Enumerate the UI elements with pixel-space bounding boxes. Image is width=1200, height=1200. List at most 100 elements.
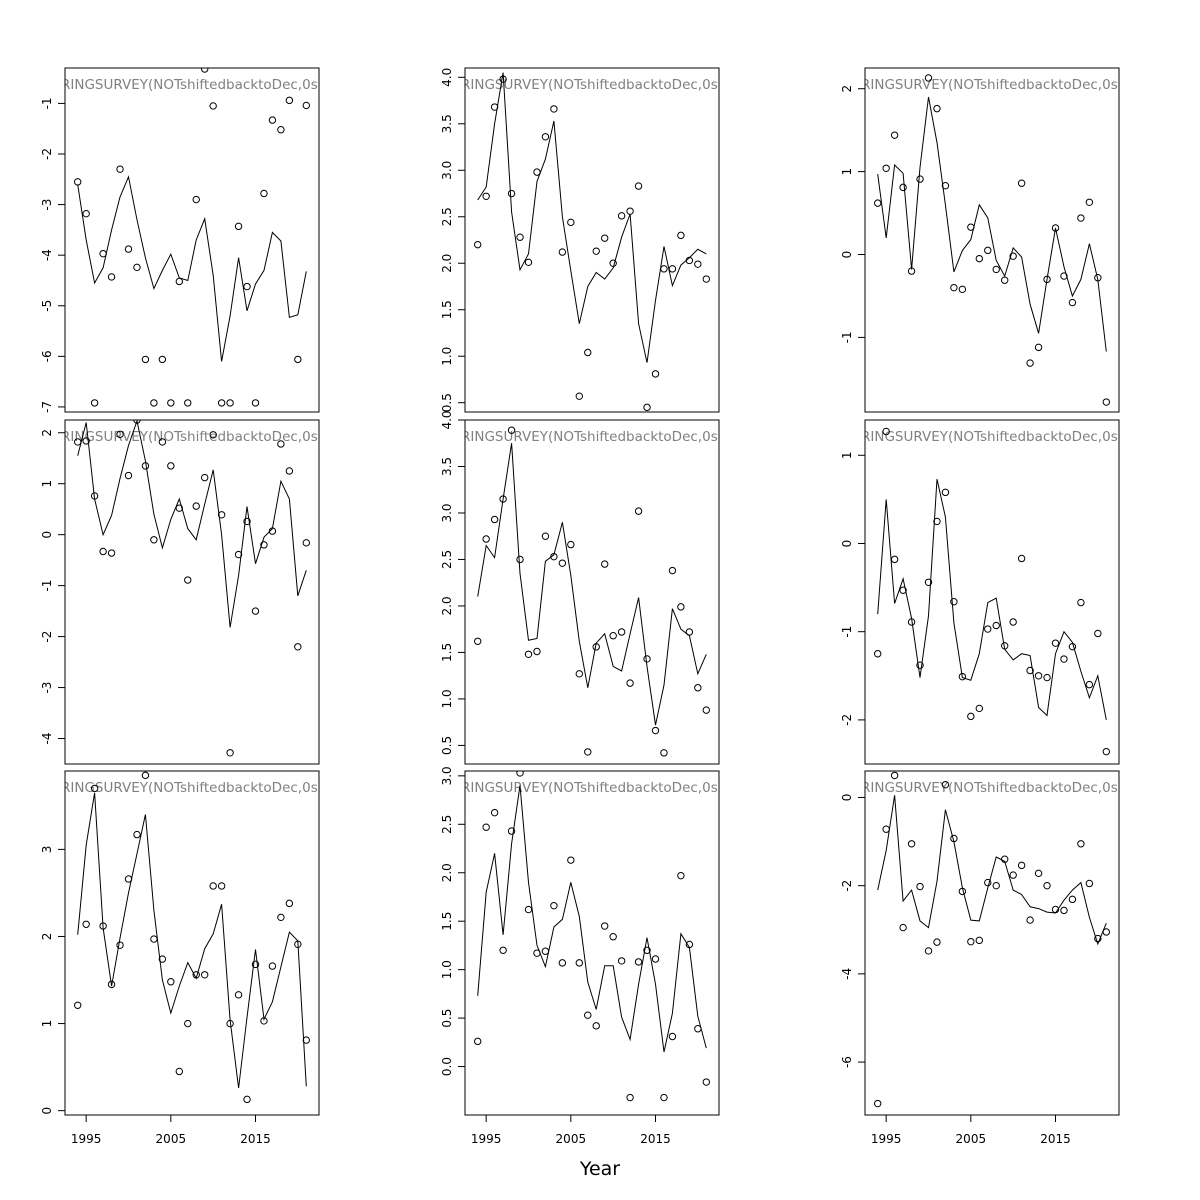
observed-point xyxy=(660,1093,668,1102)
y-tick-label: -1 xyxy=(40,97,54,109)
y-tick-label: 2.5 xyxy=(440,550,454,569)
y-tick-label: -4 xyxy=(40,249,54,261)
observed-point xyxy=(150,399,158,407)
observed-point xyxy=(874,650,882,658)
observed-point xyxy=(524,258,533,267)
observed-point xyxy=(116,941,124,949)
fitted-line xyxy=(877,96,1107,352)
y-tick-label: -2 xyxy=(40,148,54,160)
observed-point xyxy=(567,856,575,864)
observed-point xyxy=(277,913,285,922)
y-tick-label: 1 xyxy=(840,451,854,459)
observed-point xyxy=(874,1099,882,1108)
observed-point xyxy=(192,195,200,204)
observed-point xyxy=(890,771,899,780)
observed-point xyxy=(277,126,285,134)
observed-point xyxy=(882,164,890,172)
observed-point xyxy=(124,245,133,253)
observed-point xyxy=(1068,895,1077,904)
observed-point xyxy=(1060,906,1068,915)
y-tick-label: 4.0 xyxy=(440,410,454,429)
x-tick-label: 1995 xyxy=(471,1132,502,1146)
observed-point xyxy=(1051,224,1060,232)
observed-point xyxy=(158,438,167,446)
observed-point xyxy=(1009,871,1017,879)
plot-frame xyxy=(864,419,1120,765)
plot-area xyxy=(74,420,310,757)
x-tick-label: 2005 xyxy=(556,1132,587,1146)
fitted-line xyxy=(477,443,707,726)
observed-point xyxy=(251,960,260,969)
observed-point xyxy=(899,183,907,192)
observed-point xyxy=(150,536,158,544)
observed-point xyxy=(668,265,677,273)
y-tick-label: 0 xyxy=(40,531,54,539)
panel-title: RINGSURVEY(NOTshiftedbacktoDec,0sat xyxy=(461,77,731,93)
y-tick-label: 2.5 xyxy=(440,207,454,226)
y-tick-label: -2 xyxy=(840,880,854,892)
observed-point xyxy=(167,978,175,986)
observed-point xyxy=(516,771,524,777)
panel-title: RINGSURVEY(NOTshiftedbacktoDec,0sat xyxy=(461,429,731,445)
y-tick-label: 1 xyxy=(40,480,54,488)
y-tick-label: -2 xyxy=(840,714,854,726)
y-tick-label: 0 xyxy=(840,540,854,548)
y-tick-label: 1.5 xyxy=(440,300,454,319)
observed-point xyxy=(874,199,882,207)
observed-point xyxy=(984,878,992,887)
observed-point xyxy=(201,473,209,482)
y-tick-label: -3 xyxy=(40,199,54,211)
observed-point xyxy=(133,263,141,272)
panel-8: RINGSURVEY(NOTshiftedbacktoDec,0sat 0.0 0.… xyxy=(440,766,720,1146)
observed-point xyxy=(184,1019,192,1028)
observed-point xyxy=(285,467,294,475)
observed-point xyxy=(184,576,192,584)
y-tick-label: -3 xyxy=(40,682,54,694)
plot-area xyxy=(874,74,1111,406)
panel-1: RINGSURVEY(NOTshiftedbacktoDec,0sat -7 -6 -… xyxy=(40,67,320,413)
y-tick-label: 0.5 xyxy=(440,1009,454,1028)
observed-point xyxy=(958,285,967,294)
observed-point xyxy=(285,899,294,908)
observed-point xyxy=(184,399,192,407)
observed-point xyxy=(209,882,217,890)
observed-point xyxy=(1034,869,1043,878)
observed-point xyxy=(617,957,626,965)
observed-point xyxy=(1026,916,1034,924)
observed-point xyxy=(567,218,575,227)
observed-point xyxy=(975,254,983,263)
observed-point xyxy=(1043,673,1051,682)
observed-point xyxy=(634,958,643,966)
y-tick-label: 1.0 xyxy=(440,960,454,979)
observed-point xyxy=(1102,747,1111,756)
observed-point xyxy=(482,823,490,831)
observed-point xyxy=(158,355,167,364)
observed-point xyxy=(167,399,175,407)
observed-point xyxy=(1085,879,1094,888)
observed-point xyxy=(1077,598,1085,607)
observed-point xyxy=(1094,934,1102,943)
panel-title: RINGSURVEY(NOTshiftedbacktoDec,0sat xyxy=(861,77,1131,93)
y-tick-label: 2.0 xyxy=(440,863,454,882)
y-tick-label: -1 xyxy=(840,331,854,343)
y-tick-label: 2.5 xyxy=(440,815,454,834)
observed-point xyxy=(924,74,933,82)
observed-point xyxy=(209,431,217,439)
y-tick-label: 0.0 xyxy=(440,1057,454,1076)
observed-point xyxy=(584,348,592,357)
observed-point xyxy=(626,1093,634,1102)
observed-point xyxy=(474,637,482,645)
fitted-line xyxy=(477,72,707,363)
observed-point xyxy=(592,1022,600,1030)
observed-point xyxy=(601,234,609,242)
plot-frame xyxy=(64,419,320,765)
observed-point xyxy=(550,105,558,113)
y-tick-label: 2 xyxy=(40,429,54,437)
observed-point xyxy=(116,430,124,438)
observed-point xyxy=(558,559,567,567)
observed-point xyxy=(1068,298,1077,307)
observed-point xyxy=(482,535,490,543)
observed-point xyxy=(958,672,967,681)
observed-point xyxy=(933,104,941,113)
y-tick-label: 4.0 xyxy=(440,68,454,87)
